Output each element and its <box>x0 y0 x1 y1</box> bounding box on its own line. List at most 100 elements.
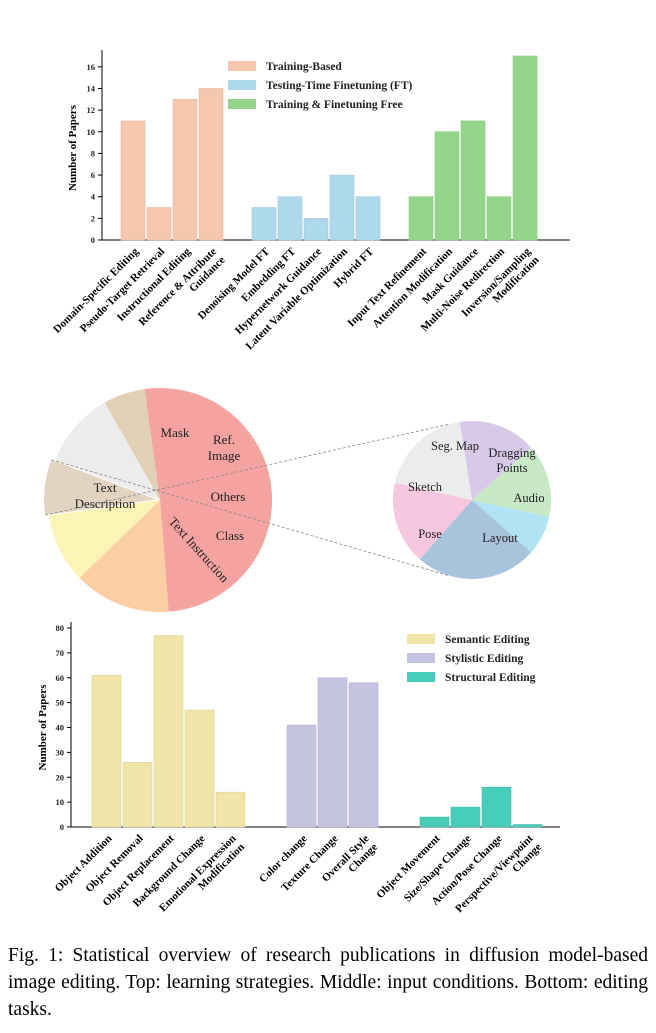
legend-label: Testing-Time Finetuning (FT) <box>266 80 412 92</box>
y-tick-label: 50 <box>56 698 65 708</box>
legend-swatch <box>228 80 256 90</box>
bar <box>91 674 122 828</box>
y-tick-label: 8 <box>91 148 95 158</box>
pie-label-line: Image <box>208 448 241 463</box>
sub-pie-label-line: Seg. Map <box>431 439 479 453</box>
pie-label-line: Class <box>216 528 244 543</box>
y-tick-label: 20 <box>56 772 65 782</box>
bar <box>408 196 434 241</box>
legend-swatch <box>407 634 435 644</box>
y-tick-label: 30 <box>56 747 65 757</box>
y-tick-label: 40 <box>56 723 65 733</box>
pie-slice <box>79 500 169 612</box>
y-axis-label: Number of Papers <box>37 684 49 771</box>
sub-pie-label-line: Pose <box>418 527 442 541</box>
bar <box>184 709 215 828</box>
pie-slice <box>55 402 160 500</box>
bar <box>512 824 543 828</box>
pie-label-line: Mask <box>161 425 190 440</box>
sub-pie-slice-label: Audio <box>513 491 544 505</box>
pie-slice-label: Ref. Image <box>208 432 241 463</box>
legend-swatch <box>228 61 256 71</box>
legend-swatch <box>407 672 435 682</box>
pie-slice <box>49 500 160 578</box>
bar <box>303 218 329 241</box>
pie-slice-label: Class <box>216 528 244 543</box>
bar <box>122 762 153 828</box>
bar <box>215 791 246 828</box>
sub-pie-label-line: Dragging <box>488 446 536 460</box>
figure-caption: Fig. 1: Statistical overview of research… <box>8 945 648 1020</box>
y-tick-label: 0 <box>60 822 64 832</box>
connector-line <box>45 423 451 516</box>
bar <box>172 98 198 241</box>
y-tick-label: 16 <box>87 62 96 72</box>
y-tick-label: 14 <box>87 83 96 93</box>
legend-swatch <box>228 99 256 109</box>
sub-pie-slice <box>472 447 551 518</box>
bar <box>419 816 450 828</box>
bar <box>450 806 481 828</box>
legend-label: Training & Finetuning Free <box>266 99 403 111</box>
y-tick-label: 10 <box>56 797 65 807</box>
bar <box>317 677 348 828</box>
sub-pie-slice <box>472 500 550 553</box>
y-tick-label: 10 <box>87 127 96 137</box>
bar <box>146 207 172 241</box>
bar <box>251 207 277 241</box>
pie-slice <box>44 459 157 516</box>
bar <box>120 120 146 241</box>
pie-label-line: Others <box>211 489 246 504</box>
bar <box>153 635 184 828</box>
input-conditions-pie-chart: Text Description Mask Ref. Image Others Class T… <box>44 388 551 612</box>
sub-pie-slice-label: Layout <box>482 531 518 545</box>
sub-pie-label-line: Sketch <box>408 480 443 494</box>
bar <box>460 120 486 241</box>
bar <box>348 682 379 828</box>
y-tick-label: 2 <box>91 213 95 223</box>
legend-label: Structural Editing <box>445 672 536 684</box>
sub-pie-label-line: Layout <box>482 531 518 545</box>
bar <box>486 196 512 241</box>
pie-label-line: Text <box>94 480 117 495</box>
bar <box>512 55 538 241</box>
sub-pie-slice <box>393 482 472 560</box>
bar <box>355 196 381 241</box>
pie-slice-label: Mask <box>161 425 190 440</box>
bar <box>434 131 460 241</box>
legend-swatch <box>407 653 435 663</box>
sub-pie-slice-label: Dragging Points <box>488 446 536 475</box>
y-tick-label: 60 <box>56 673 65 683</box>
legend-label: Training-Based <box>266 61 342 73</box>
bar <box>481 786 512 828</box>
pie-slice <box>104 389 160 500</box>
sub-pie-slice <box>419 500 532 580</box>
sub-pie-slice-label: Seg. Map <box>431 439 479 453</box>
legend-label: Stylistic Editing <box>445 653 524 665</box>
connector-line <box>51 459 451 577</box>
pie-slice <box>144 388 272 612</box>
legend-label: Semantic Editing <box>445 634 530 646</box>
sub-pie-label-line: Points <box>496 461 527 475</box>
sub-pie-slice-label: Pose <box>418 527 442 541</box>
sub-pie-slice-label: Sketch <box>408 480 443 494</box>
bar <box>198 88 224 241</box>
y-tick-label: 6 <box>91 170 95 180</box>
bar <box>277 196 303 241</box>
pie-label-line: Ref. <box>213 432 235 447</box>
sub-pie-label-line: Audio <box>513 491 544 505</box>
y-tick-label: 4 <box>91 192 96 202</box>
bar <box>286 724 317 828</box>
pie-label-line: Description <box>75 496 136 511</box>
y-tick-label: 0 <box>91 235 95 245</box>
y-tick-label: 70 <box>56 648 65 658</box>
bar <box>329 174 355 241</box>
pie-slice-label: Others <box>211 489 246 504</box>
y-axis-label: Number of Papers <box>67 104 79 191</box>
y-tick-label: 80 <box>56 623 65 633</box>
sub-pie-slice <box>459 421 532 500</box>
sub-pie-slice <box>394 421 472 500</box>
